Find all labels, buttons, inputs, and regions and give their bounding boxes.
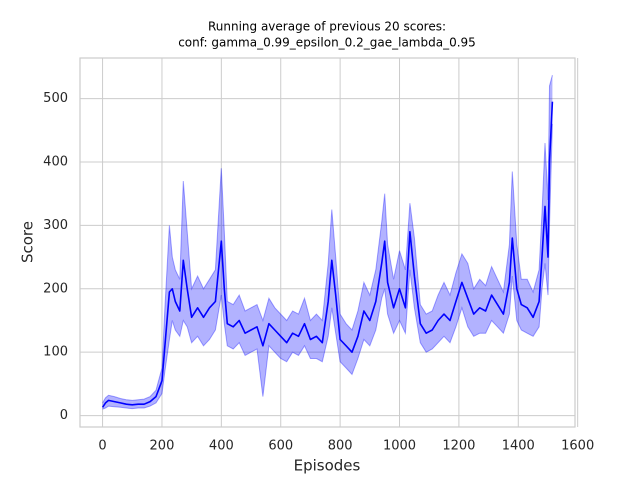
x-tick-label: 200	[150, 439, 175, 454]
y-tick-label: 300	[43, 218, 68, 233]
x-tick-label: 800	[328, 439, 353, 454]
x-tick-label: 600	[268, 439, 293, 454]
x-tick-label: 400	[209, 439, 234, 454]
x-tick-label: 1600	[561, 439, 594, 454]
chart-subtitle: conf: gamma_0.99_epsilon_0.2_gae_lambda_…	[178, 36, 476, 50]
x-tick-label: 1000	[383, 439, 416, 454]
y-tick-label: 200	[43, 281, 68, 296]
chart-title: Running average of previous 20 scores:	[208, 20, 446, 34]
x-axis-label: Episodes	[294, 457, 361, 475]
y-tick-label: 400	[43, 154, 68, 169]
y-tick-label: 500	[43, 91, 68, 106]
plot-frame	[79, 57, 576, 428]
band-lower-edge	[102, 123, 553, 410]
x-tick-label: 1400	[502, 439, 535, 454]
band-upper-edge	[102, 74, 553, 404]
y-tick-label: 100	[43, 345, 68, 360]
confidence-band	[102, 75, 553, 410]
mean-line	[101, 101, 554, 408]
x-tick-label: 0	[98, 439, 106, 454]
x-tick-label: 1200	[442, 439, 475, 454]
y-axis-label: Score	[19, 221, 37, 263]
y-tick-label: 0	[60, 408, 68, 423]
